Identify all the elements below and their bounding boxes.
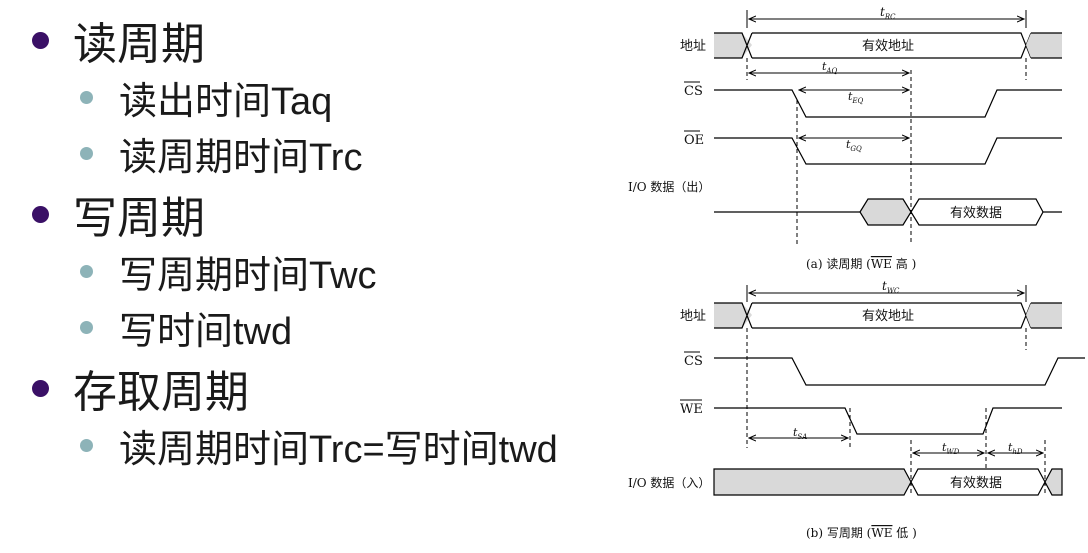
- bullet-item: 读周期时间Trc: [80, 126, 362, 181]
- io-in-invalid-shade-right: [1044, 468, 1063, 496]
- address-invalid-shade-right: [1026, 303, 1062, 328]
- bullet-item: 读周期时间Trc=写时间twd: [80, 418, 558, 473]
- cs-signal-label: CS: [684, 354, 703, 369]
- tsa-label: tSA: [793, 426, 807, 441]
- bullet-dot-icon: [32, 379, 49, 397]
- we-signal-label: WE: [680, 402, 703, 417]
- read-cycle-diagram: tRC 地址 有效地址 tAQ CS tEQ OE tGQ I/O 数据（出）: [628, 5, 1062, 271]
- write-cycle-caption: (b) 写周期 (WE 低 ): [806, 526, 917, 540]
- bullet-dot-icon: [80, 265, 93, 278]
- io-in-value: 有效数据: [950, 476, 1002, 491]
- io-in-row-label: I/O 数据（入）: [628, 475, 710, 490]
- io-out-value: 有效数据: [950, 206, 1002, 221]
- address-bus-right: [1031, 32, 1062, 59]
- twd-label: tWD: [942, 441, 960, 456]
- teq-label: tEQ: [848, 90, 864, 105]
- bullet-text: 写周期: [73, 193, 205, 244]
- bullet-text: 读周期时间Trc=写时间twd: [119, 429, 558, 471]
- oe-waveform: [714, 137, 1062, 165]
- bullet-text: 读出时间Taq: [119, 81, 333, 123]
- cs-signal-label: CS: [684, 84, 703, 99]
- bullet-item: 读周期: [32, 8, 205, 72]
- bullet-dot-icon: [32, 31, 49, 49]
- address-row-label: 地址: [680, 39, 706, 54]
- address-value: 有效地址: [862, 39, 914, 54]
- trc-label: tRC: [880, 5, 896, 21]
- bullet-text: 读周期: [73, 19, 205, 70]
- taq-label: tAQ: [822, 60, 837, 75]
- read-cycle-caption: (a) 读周期 (WE 高 ): [806, 256, 916, 271]
- cs-waveform: [714, 357, 1085, 386]
- bullet-item: 写时间twd: [80, 300, 292, 355]
- twc-label: tWC: [882, 279, 900, 295]
- bullet-dot-icon: [32, 205, 49, 223]
- thd-label: thD: [1008, 441, 1023, 456]
- io-out-row-label: I/O 数据（出）: [628, 179, 710, 194]
- io-out-transition-shade: [859, 198, 912, 226]
- bullet-item: 读出时间Taq: [80, 70, 332, 125]
- timing-diagram: tRC 地址 有效地址 tAQ CS tEQ OE tGQ I/O 数据（出）: [628, 5, 1085, 540]
- bullet-dot-icon: [80, 439, 93, 452]
- write-cycle-diagram: tWC 地址 有效地址 CS WE tSA tWD thD I/O 数据（入）: [628, 279, 1085, 540]
- bullet-item: 写周期时间Twc: [80, 244, 377, 299]
- bullet-text: 写时间twd: [119, 311, 293, 353]
- bullet-dot-icon: [80, 91, 93, 104]
- address-row-label: 地址: [680, 309, 706, 324]
- bullet-text: 存取周期: [73, 367, 249, 418]
- bullet-item: 存取周期: [32, 356, 249, 420]
- address-invalid-shade-right: [1026, 33, 1062, 58]
- bullet-dot-icon: [80, 147, 93, 160]
- address-invalid-shade-left: [714, 33, 752, 58]
- address-transition-left: [714, 32, 753, 59]
- cs-waveform: [714, 89, 1062, 118]
- we-waveform: [714, 407, 1062, 435]
- address-transition-left: [714, 302, 753, 329]
- address-invalid-shade-left: [714, 303, 752, 328]
- tgq-label: tGQ: [846, 138, 862, 153]
- oe-signal-label: OE: [684, 133, 704, 148]
- io-in-invalid-shade: [713, 468, 912, 496]
- bullet-dot-icon: [80, 321, 93, 334]
- bullet-item: 写周期: [32, 182, 205, 246]
- bullet-text: 写周期时间Twc: [119, 255, 377, 297]
- address-value: 有效地址: [862, 309, 914, 324]
- address-bus-right: [1031, 302, 1062, 329]
- bullet-text: 读周期时间Trc: [119, 137, 363, 179]
